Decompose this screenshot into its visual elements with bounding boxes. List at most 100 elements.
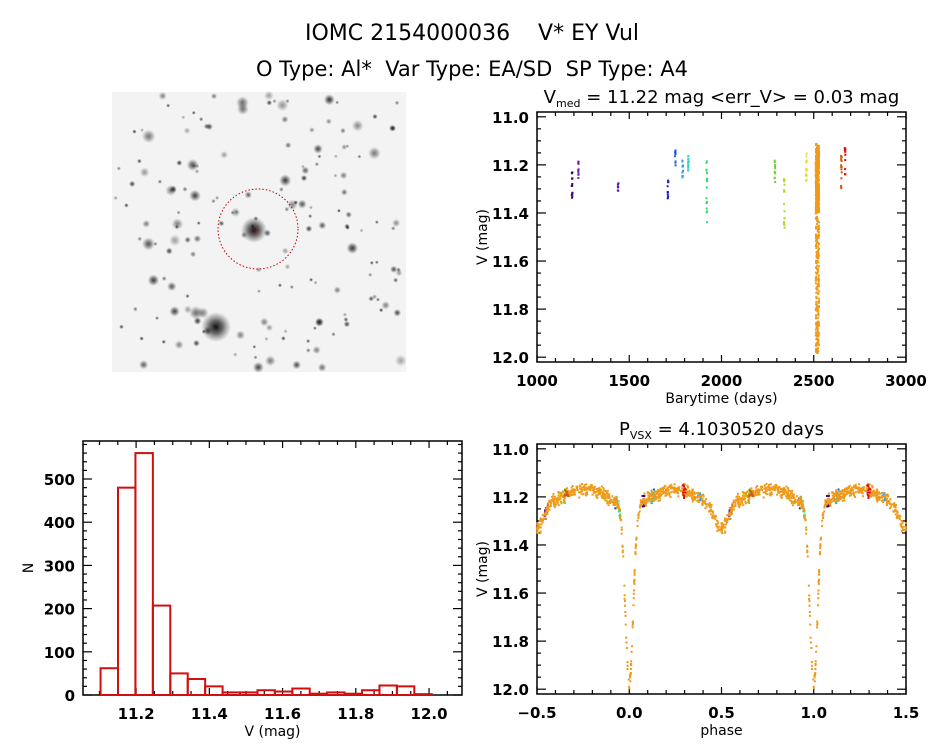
data-point xyxy=(835,498,838,501)
data-point xyxy=(816,225,819,228)
data-point xyxy=(600,485,603,488)
data-point xyxy=(814,660,817,663)
data-point xyxy=(645,501,648,504)
field-star xyxy=(314,317,324,327)
data-point xyxy=(621,549,624,552)
histogram-bar xyxy=(326,691,346,696)
y-tick-label: 11.8 xyxy=(492,633,529,651)
data-point xyxy=(557,504,560,507)
field-star xyxy=(279,174,292,187)
data-point xyxy=(741,500,744,503)
data-point xyxy=(885,498,888,501)
data-point xyxy=(608,497,611,500)
data-point xyxy=(651,495,654,498)
data-point xyxy=(766,493,769,496)
data-point xyxy=(841,489,844,492)
data-point xyxy=(724,530,727,533)
data-point xyxy=(631,623,634,626)
data-point xyxy=(737,492,740,495)
data-point xyxy=(816,305,819,308)
data-point xyxy=(595,494,598,497)
data-point xyxy=(734,504,737,507)
data-point xyxy=(815,317,818,320)
data-point xyxy=(815,338,818,341)
data-point xyxy=(800,506,803,509)
data-point xyxy=(817,168,820,171)
data-point xyxy=(623,594,626,597)
data-point xyxy=(894,506,897,509)
data-point xyxy=(816,339,819,342)
data-point xyxy=(548,505,551,508)
data-point xyxy=(750,492,753,495)
data-point xyxy=(786,491,789,494)
histogram-bar xyxy=(99,667,120,697)
data-point xyxy=(570,184,573,187)
field-star xyxy=(367,272,373,278)
field-star xyxy=(343,317,349,323)
data-point xyxy=(779,490,782,493)
data-point xyxy=(714,523,717,526)
data-point xyxy=(705,505,708,508)
data-point xyxy=(817,164,820,167)
data-point xyxy=(899,515,902,518)
field-star xyxy=(113,195,118,201)
data-point xyxy=(702,493,705,496)
data-point xyxy=(612,499,615,502)
data-point xyxy=(774,167,777,170)
light-curve-plot: 1000 1500 2000 2500 3000 11.0 11.2 11.4 11.6 11.8… xyxy=(475,87,927,407)
data-point xyxy=(701,497,704,500)
data-point xyxy=(698,494,701,497)
data-point xyxy=(860,487,863,490)
data-point xyxy=(683,495,686,498)
data-point xyxy=(843,173,846,176)
data-point xyxy=(857,490,860,493)
data-point xyxy=(817,282,820,285)
data-point xyxy=(791,489,794,492)
data-point xyxy=(580,492,583,495)
data-point xyxy=(817,153,820,156)
data-point xyxy=(682,496,685,499)
field-star xyxy=(196,221,201,226)
histogram-bar xyxy=(186,678,207,697)
data-point xyxy=(615,506,618,509)
data-point xyxy=(690,490,693,493)
field-star xyxy=(185,293,190,299)
data-point xyxy=(711,515,714,518)
data-point xyxy=(740,499,743,502)
field-star xyxy=(157,179,163,185)
data-point xyxy=(669,495,672,498)
data-point xyxy=(705,168,708,171)
field-star xyxy=(194,169,200,174)
data-point xyxy=(817,306,820,309)
data-point xyxy=(817,189,820,192)
data-point xyxy=(816,249,819,252)
data-point xyxy=(879,496,882,499)
data-point xyxy=(815,150,818,153)
field-star xyxy=(367,146,381,160)
data-point xyxy=(582,488,585,491)
data-point xyxy=(634,543,637,546)
data-point xyxy=(653,499,656,502)
data-point xyxy=(769,483,772,486)
data-point xyxy=(887,500,890,503)
field-star xyxy=(168,234,181,247)
data-point xyxy=(772,485,775,488)
data-point xyxy=(653,498,656,501)
data-point xyxy=(817,221,820,224)
data-point xyxy=(577,162,580,165)
data-point xyxy=(858,487,861,490)
data-point xyxy=(615,496,618,499)
data-point xyxy=(769,488,772,491)
data-point xyxy=(541,514,544,517)
data-point xyxy=(855,486,858,489)
data-point xyxy=(815,321,818,324)
data-point xyxy=(815,347,818,350)
field-star xyxy=(272,99,277,104)
data-point xyxy=(862,489,865,492)
field-star xyxy=(331,331,336,337)
data-point xyxy=(705,178,708,181)
data-point xyxy=(744,502,747,505)
field-star xyxy=(276,99,289,112)
data-point xyxy=(611,495,614,498)
data-point xyxy=(867,488,870,491)
